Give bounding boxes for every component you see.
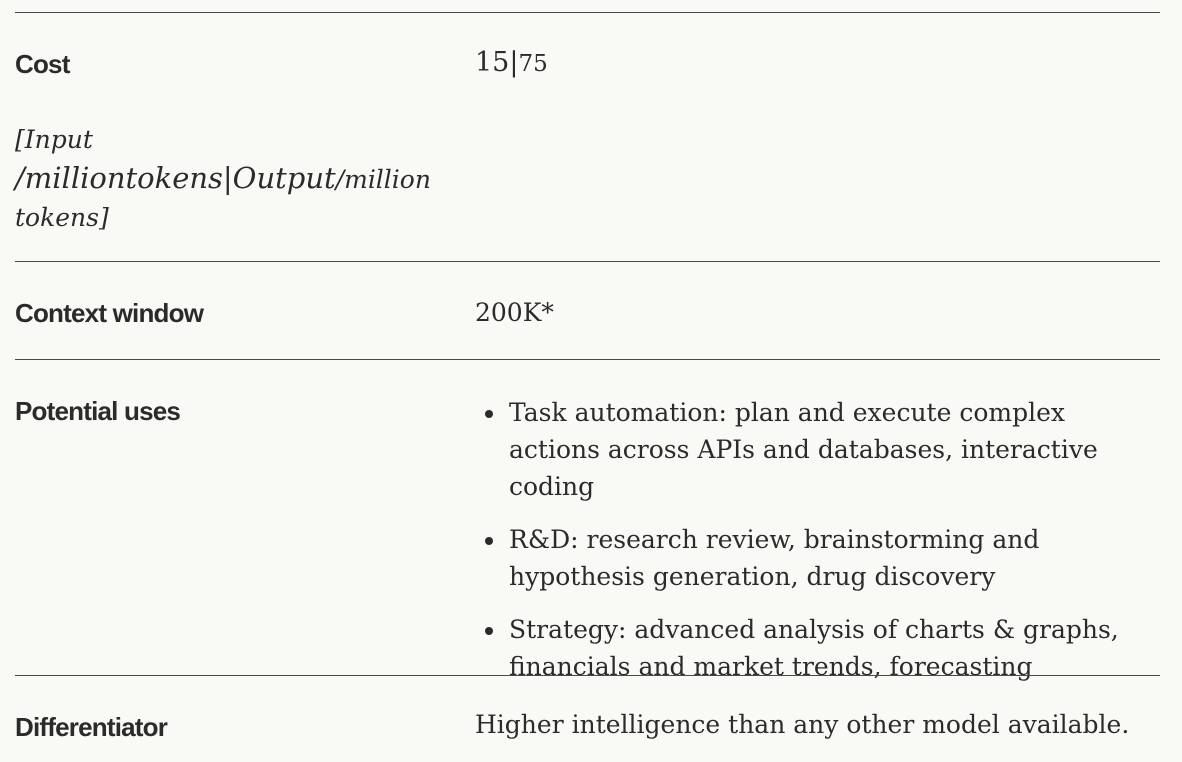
- potential-uses-value: Task automation: plan and execute comple…: [482, 394, 1160, 701]
- use-text: R&D: research review, brainstorming and …: [509, 525, 1040, 591]
- potential-uses-list: Task automation: plan and execute comple…: [482, 394, 1160, 685]
- context-window-value: 200K*: [475, 298, 554, 327]
- list-item: R&D: research review, brainstorming and …: [482, 521, 1160, 595]
- model-spec-table: Cost [Input /milliontokens|Output/millio…: [15, 12, 1160, 762]
- use-text: Strategy: advanced analysis of charts & …: [509, 615, 1119, 681]
- use-text: Task automation: plan and execute comple…: [509, 398, 1098, 501]
- list-item: Strategy: advanced analysis of charts & …: [482, 611, 1160, 685]
- list-item: Task automation: plan and execute comple…: [482, 394, 1160, 505]
- cost-label: Cost: [15, 49, 70, 79]
- cost-separator: |: [509, 47, 519, 78]
- bullet-icon: [485, 627, 493, 635]
- output-cost: 75: [518, 51, 548, 77]
- potential-uses-label: Potential uses: [15, 396, 181, 426]
- context-window-row: Context window 200K*: [15, 261, 1160, 359]
- cost-note-line-2-tail: /million: [335, 165, 431, 194]
- cost-note-line-2: /milliontokens|Output/million: [15, 159, 455, 199]
- cost-value: 15|75: [475, 47, 1160, 78]
- differentiator-value: Higher intelligence than any other model…: [475, 710, 1130, 739]
- cost-note-line-3: tokens]: [15, 203, 109, 232]
- differentiator-row: Differentiator Higher intelligence than …: [15, 675, 1160, 762]
- cost-note-line-2-main: /milliontokens|Output: [15, 161, 336, 195]
- input-cost: 15: [475, 47, 510, 78]
- bullet-icon: [485, 410, 493, 418]
- differentiator-label: Differentiator: [15, 712, 168, 742]
- context-window-label: Context window: [15, 298, 204, 328]
- cost-note-line-1: [Input: [15, 125, 93, 154]
- potential-uses-row: Potential uses Task automation: plan and…: [15, 359, 1160, 681]
- bullet-icon: [485, 537, 493, 545]
- cost-row: Cost [Input /milliontokens|Output/millio…: [15, 12, 1160, 261]
- cost-unit-note: [Input /milliontokens|Output/million tok…: [15, 121, 455, 237]
